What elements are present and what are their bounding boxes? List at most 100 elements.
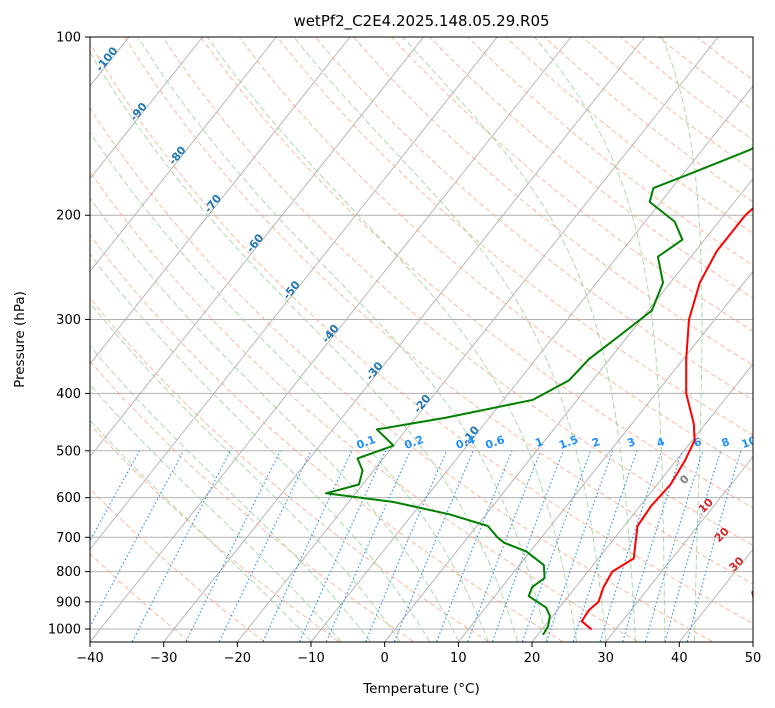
y-tick-label: 1000 [48, 623, 81, 638]
x-tick-label: −30 [150, 651, 177, 666]
mixing-ratio-label: 8 [720, 435, 732, 450]
moist-adiabat-line [90, 197, 460, 642]
dry-adiabat-line [124, 37, 753, 585]
x-tick-label: −40 [76, 651, 103, 666]
dry-adiabat-label: 40 [747, 582, 767, 602]
dry-adiabat-line [582, 37, 753, 172]
dry-adiabat-line [353, 37, 753, 366]
mixing-ratio-label: 0.4 [454, 433, 477, 452]
y-tick-label: 900 [56, 595, 81, 610]
dry-adiabat-line [505, 37, 753, 234]
mixing-ratio-label: 10 [740, 434, 759, 452]
dry-adiabat-line [200, 37, 753, 509]
mixing-ratio-line [185, 450, 281, 642]
dry-adiabat-line [162, 37, 753, 547]
y-tick-label: 600 [56, 491, 81, 506]
isotherm-line [90, 37, 351, 365]
mixing-ratio-line [622, 450, 683, 642]
isotherm-line [90, 37, 424, 458]
moist-adiabat-line [137, 37, 548, 642]
mixing-ratio-line [90, 450, 140, 542]
y-axis-label: Pressure (hPa) [12, 291, 28, 388]
isotherm-line [605, 455, 753, 642]
mixing-ratio-line [365, 450, 448, 642]
x-axis-label: Temperature (°C) [362, 681, 480, 697]
y-tick-label: 300 [56, 313, 81, 328]
mixing-ratio-label: 0.6 [484, 433, 507, 452]
mixing-ratio-line [325, 450, 411, 642]
moist-adiabat-line [534, 37, 666, 642]
x-tick-label: 0 [381, 651, 389, 666]
mixing-ratio-line [599, 450, 663, 642]
mixing-ratio-line [572, 450, 638, 642]
moist-adiabat-line [293, 37, 607, 642]
dry-adiabat-line [90, 171, 638, 642]
mixing-ratio-lines [90, 450, 742, 642]
isotherm-line [90, 37, 277, 273]
y-axis-ticks: 100 200 300 400 500 600 700 800 900 1000 [48, 31, 90, 638]
mixing-ratio-line [521, 450, 592, 642]
dry-adiabat-line [90, 107, 713, 642]
x-tick-label: 40 [671, 651, 688, 666]
dry-adiabat-line [544, 37, 753, 203]
x-tick-label: 30 [597, 651, 614, 666]
mixing-ratio-line [644, 450, 704, 642]
y-tick-label: 100 [56, 31, 81, 46]
mixing-ratio-label: 3 [625, 435, 637, 450]
y-tick-label: 500 [56, 444, 81, 459]
mixing-ratio-line [299, 450, 387, 642]
mixing-ratio-label: 0.2 [403, 433, 426, 452]
moist-adiabat-line [90, 253, 430, 642]
moist-adiabat-line [90, 345, 371, 642]
plot-area: -100-90-80-70-60-50-40-30-20-100.1 0.2 0.4… [90, 37, 767, 642]
isotherm-line [90, 37, 572, 642]
dry-adiabat-line [90, 297, 489, 642]
x-tick-label: −10 [297, 651, 324, 666]
y-tick-label: 700 [56, 531, 81, 546]
moist-adiabat-line [206, 37, 578, 642]
isotherm-line [90, 37, 203, 180]
x-axis-ticks: −40 −30 −20 −10 0 10 20 30 40 50 [76, 642, 761, 666]
mixing-ratio-line [492, 450, 564, 642]
dry-adiabat-line [391, 37, 753, 333]
mixing-ratio-label: 1.5 [557, 433, 580, 452]
isotherm-lines [90, 37, 753, 642]
dry-adiabat-line [90, 487, 265, 642]
moist-adiabat-lines [90, 37, 703, 642]
dry-adiabat-line [429, 37, 753, 299]
x-tick-label: −20 [224, 651, 251, 666]
mixing-ratio-label: 1 [533, 435, 545, 450]
mixing-ratio-line [262, 450, 353, 642]
mixing-ratio-label: 4 [655, 435, 667, 450]
moist-adiabat-line [90, 419, 312, 642]
mixing-ratio-label: 0.1 [355, 433, 378, 452]
x-tick-label: 50 [745, 651, 762, 666]
mixing-ratio-label: 2 [590, 435, 602, 450]
mixing-ratio-line [664, 450, 722, 642]
dry-adiabat-line [467, 37, 753, 267]
mixing-ratio-line [218, 450, 312, 642]
isotherm-line [458, 270, 753, 642]
mixing-ratio-line [686, 450, 742, 642]
dry-adiabat-line [315, 37, 753, 401]
x-tick-label: 20 [524, 651, 541, 666]
plot-frame [89, 36, 754, 643]
moist-adiabat-line [90, 131, 489, 642]
mixing-ratio-line [546, 450, 614, 642]
dry-adiabat-line [90, 360, 414, 642]
temperature-profile-line [580, 206, 753, 630]
isotherm-line [532, 363, 753, 642]
chart-title: wetPf2_C2E4.2025.148.05.29.R05 [293, 12, 549, 31]
y-tick-label: 400 [56, 387, 81, 402]
dry-adiabat-line [90, 423, 339, 642]
profile-series [325, 146, 753, 636]
dry-adiabat-line [90, 42, 753, 624]
moist-adiabat-line [402, 37, 636, 642]
dewpoint-profile-line [325, 146, 753, 636]
y-tick-label: 800 [56, 565, 81, 580]
mixing-ratio-label: 6 [692, 435, 704, 450]
dry-adiabat-line [90, 234, 563, 642]
x-tick-label: 10 [450, 651, 467, 666]
